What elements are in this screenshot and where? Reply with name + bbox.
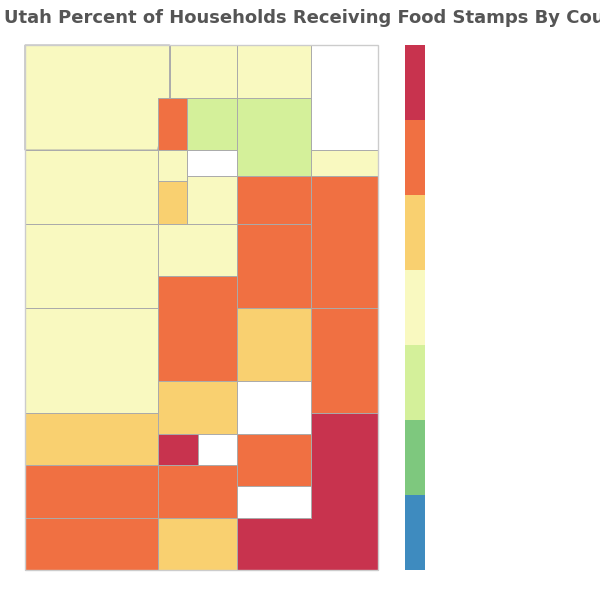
Polygon shape bbox=[25, 223, 158, 307]
Polygon shape bbox=[311, 176, 377, 307]
Polygon shape bbox=[187, 176, 236, 223]
Polygon shape bbox=[25, 150, 158, 223]
Polygon shape bbox=[158, 150, 187, 181]
Polygon shape bbox=[158, 518, 236, 570]
Text: Utah Percent of Households Receiving Food Stamps By County: Utah Percent of Households Receiving Foo… bbox=[4, 9, 600, 27]
Polygon shape bbox=[158, 98, 187, 150]
Polygon shape bbox=[236, 98, 311, 176]
Polygon shape bbox=[25, 45, 170, 150]
Polygon shape bbox=[25, 413, 158, 465]
Bar bbox=[404, 345, 425, 420]
Bar bbox=[404, 270, 425, 345]
Polygon shape bbox=[311, 307, 377, 413]
Polygon shape bbox=[158, 434, 198, 465]
Polygon shape bbox=[236, 45, 311, 150]
Polygon shape bbox=[25, 307, 158, 413]
Polygon shape bbox=[311, 150, 377, 176]
Polygon shape bbox=[158, 276, 236, 381]
Polygon shape bbox=[25, 518, 158, 570]
Polygon shape bbox=[236, 434, 311, 486]
Bar bbox=[404, 45, 425, 120]
Polygon shape bbox=[236, 307, 311, 381]
Polygon shape bbox=[158, 181, 187, 223]
Polygon shape bbox=[236, 176, 311, 223]
Polygon shape bbox=[187, 98, 236, 150]
Bar bbox=[404, 420, 425, 495]
Polygon shape bbox=[170, 45, 236, 98]
Polygon shape bbox=[158, 223, 236, 276]
Polygon shape bbox=[236, 413, 377, 570]
Polygon shape bbox=[158, 465, 236, 518]
Bar bbox=[404, 120, 425, 195]
Polygon shape bbox=[158, 381, 236, 434]
Bar bbox=[404, 195, 425, 270]
Polygon shape bbox=[236, 223, 311, 307]
Polygon shape bbox=[25, 465, 158, 518]
Bar bbox=[404, 495, 425, 570]
